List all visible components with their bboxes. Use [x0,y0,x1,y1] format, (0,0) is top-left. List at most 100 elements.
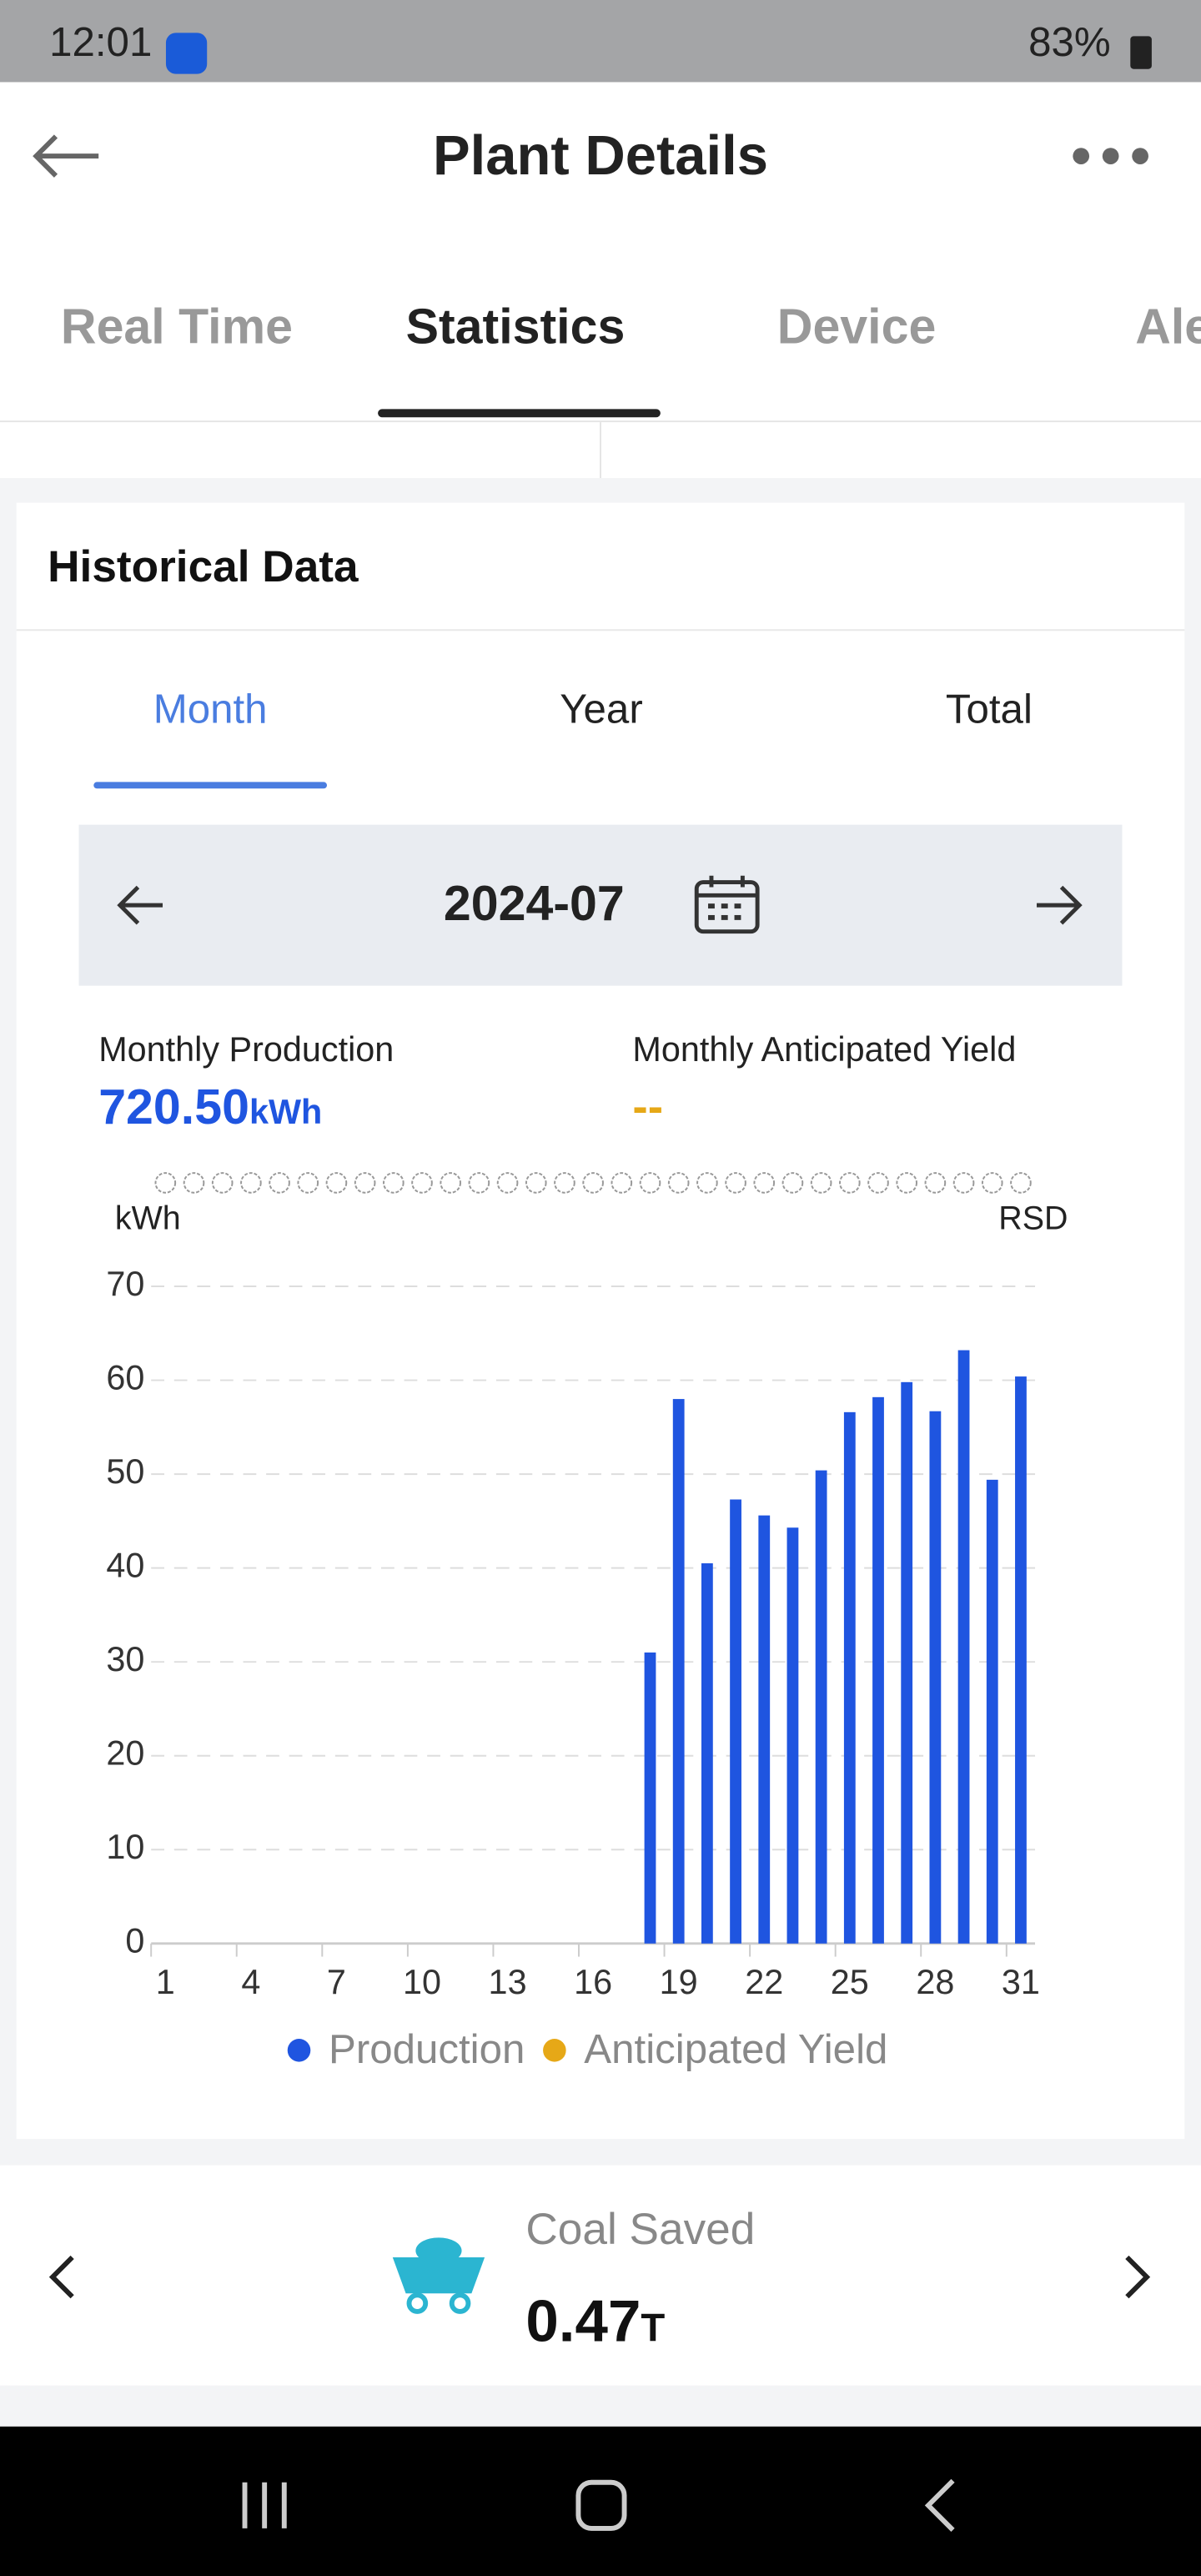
weather-icon [354,1172,376,1194]
legend-marker [287,2039,311,2062]
y-tick-label: 30 [106,1640,144,1678]
weather-icon [696,1172,718,1194]
x-tick-label: 25 [831,1963,869,2001]
x-tick-label: 4 [241,1963,260,2001]
y-tick-label: 10 [106,1828,144,1866]
tab[interactable]: Real Time [60,300,294,355]
coal-unit: T [641,2307,666,2352]
back-button[interactable] [29,132,105,181]
period-tab[interactable]: Total [945,687,1033,733]
y-tick-label: 40 [106,1547,144,1585]
weather-icon [725,1172,746,1194]
weather-icon [554,1172,575,1194]
status-bar: 12:01 83% [0,0,1201,83]
bar [929,1411,942,1944]
bar [644,1652,656,1944]
next-stat[interactable] [1118,2251,1157,2303]
y-tick-label: 20 [106,1734,144,1773]
weather-icon [582,1172,604,1194]
x-tick-label: 16 [574,1963,612,2001]
bar [843,1411,856,1944]
x-tick-label: 28 [916,1963,954,2001]
period-tab-active[interactable]: Month [153,687,268,733]
y-tick-label: 0 [125,1922,144,1960]
coal-value: 0.47T [525,2287,665,2356]
next-month[interactable] [1032,883,1084,928]
weather-icon [924,1172,947,1194]
weather-icon [325,1172,348,1194]
coal-number: 0.47 [525,2287,641,2355]
bar [786,1527,799,1944]
x-tick-label: 10 [403,1963,441,2001]
y-tick-label: 50 [106,1452,144,1491]
bar [672,1399,685,1944]
more-button[interactable] [1068,144,1153,168]
bar [730,1499,741,1944]
production-unit: kWh [249,1094,323,1132]
date-label: 2024-07 [443,877,625,932]
weather-icon [411,1172,433,1194]
tab[interactable]: Device [776,300,937,355]
divider [600,422,601,479]
production-value: 720.50kWh [98,1081,322,1137]
summary-strip [0,420,1201,479]
weather-icon [639,1172,661,1194]
y-tick-label: 70 [106,1265,144,1303]
tab-active[interactable]: Statistics [405,300,626,355]
bar [758,1515,771,1944]
weather-icon [981,1172,1003,1194]
prev-month[interactable] [115,883,168,928]
time: 12:01 [49,19,153,66]
weather-icon [440,1172,462,1194]
bar [815,1470,827,1944]
coal-card: Coal Saved 0.47T [0,2165,1201,2386]
tab-indicator [378,409,661,418]
nav-buttons[interactable] [230,2473,986,2538]
header: Plant Details Real Time Statistics Devic… [0,82,1201,421]
tab[interactable]: Ale [1135,300,1201,355]
y-unit: kWh [115,1200,181,1237]
y-tick-label: 60 [106,1359,144,1397]
x-tick-label: 22 [745,1963,783,2001]
weather-icon [240,1172,262,1194]
x-tick-label: 13 [489,1963,527,2001]
period-indicator [93,782,328,789]
nav-bar [0,2426,1201,2576]
battery: 83% [1028,19,1111,66]
date-selector: 2024-07 [78,824,1123,986]
legend-label: Anticipated Yield [584,2026,887,2072]
period-tab[interactable]: Year [560,687,643,733]
coal-icon [392,2237,485,2314]
legend-marker [543,2039,566,2062]
production-number: 720.50 [98,1080,249,1135]
weather-icon [525,1172,547,1194]
x-tick-label: 19 [660,1963,698,2001]
legend-label: Production [329,2026,525,2072]
weather-icon [810,1172,832,1194]
bar [957,1350,970,1944]
bar [701,1563,713,1944]
weather-icon [781,1172,804,1194]
anticipated-value: -- [632,1080,664,1132]
page-title: Plant Details [432,124,768,188]
weather-icon [667,1172,690,1194]
weather-icon [468,1172,490,1194]
anticipated-label: Monthly Anticipated Yield [632,1031,1017,1070]
bar [901,1381,913,1944]
production-label: Monthly Production [98,1031,394,1070]
weather-icon [211,1172,234,1194]
x-tick-label: 7 [327,1963,346,2001]
calendar-button[interactable] [693,874,762,937]
prev-stat[interactable] [43,2251,82,2303]
coal-label: Coal Saved [525,2204,756,2255]
weather-icon [867,1172,889,1194]
card-title: Historical Data [48,541,359,591]
bar [1015,1376,1027,1944]
app-icon [165,33,208,74]
x-tick-label: 1 [156,1963,175,2001]
weather-icon [611,1172,633,1194]
weather-icon [753,1172,776,1194]
weather-icon [952,1172,975,1194]
